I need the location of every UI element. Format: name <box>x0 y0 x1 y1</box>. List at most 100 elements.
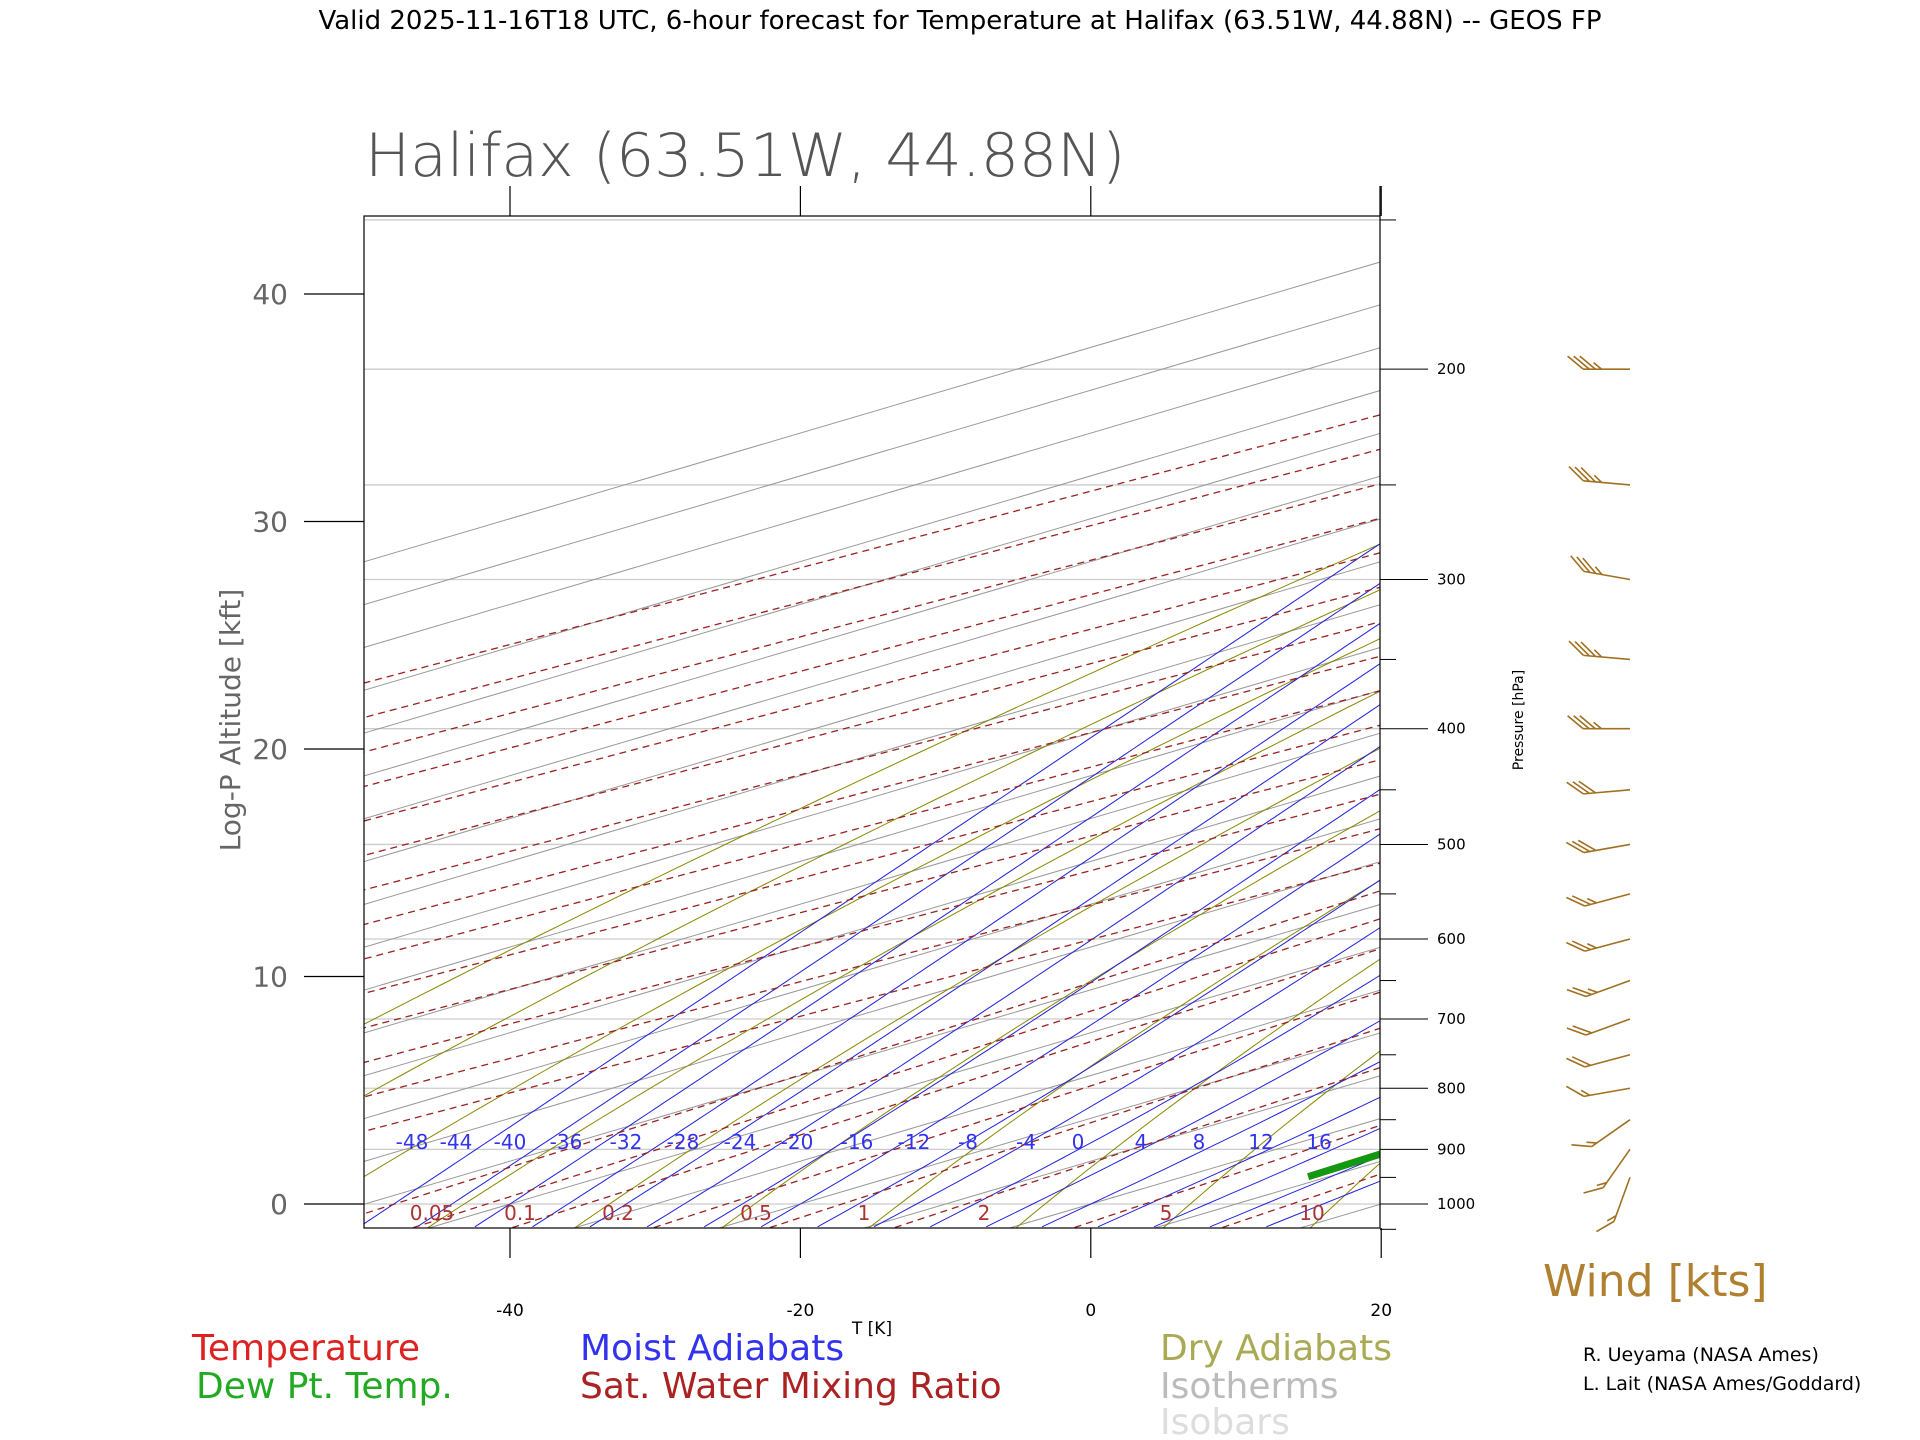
wind-barb <box>1567 355 1630 370</box>
mixing-ratio-line <box>364 414 1380 684</box>
wind-barb <box>1568 465 1631 486</box>
wind-barb-flag <box>1579 355 1596 370</box>
wind-barb-shaft <box>1583 480 1631 486</box>
mixing-ratio-label: 0.05 <box>410 1201 455 1225</box>
wind-barb-flag <box>1583 1186 1604 1194</box>
pressure-tick-label: 1000 <box>1437 1195 1475 1213</box>
wind-barb-flag <box>1574 466 1591 482</box>
pressure-tick-label: 300 <box>1437 570 1466 588</box>
wind-barb <box>1567 715 1630 730</box>
wind-barb-flag <box>1571 1056 1592 1067</box>
mixing-ratio-label: 0.2 <box>602 1201 634 1225</box>
credit-line-1: R. Ueyama (NASA Ames) <box>1583 1344 1819 1366</box>
wind-barb-flag <box>1580 1089 1591 1097</box>
dry-adiabat <box>426 690 1380 1228</box>
wind-barb-flag <box>1573 355 1590 370</box>
moist-adiabat-label: 8 <box>1193 1130 1206 1154</box>
mixing-ratio-line <box>364 793 1380 1064</box>
moist-adiabat <box>1041 1061 1380 1228</box>
mixing-ratio-line <box>364 690 1380 960</box>
mixing-ratio-line <box>364 828 1380 1098</box>
pressure-tick-label: 200 <box>1437 360 1466 378</box>
isotherm-line <box>1434 214 1920 1231</box>
wind-barb-flag <box>1593 474 1603 483</box>
isotherm-line <box>717 1032 1380 1228</box>
wind-barb <box>1566 1054 1631 1068</box>
wind-barb-flag <box>1571 940 1592 951</box>
wind-barb-flag <box>1566 1027 1587 1036</box>
y-tick-label: 20 <box>252 733 288 766</box>
moist-adiabat <box>646 745 1380 1228</box>
wind-barb-shaft <box>1585 979 1631 998</box>
moist-adiabat-label: -4 <box>1016 1130 1036 1154</box>
mixing-ratio-line <box>364 517 1380 788</box>
isotherm-line <box>364 732 1380 1034</box>
dewpoint-line <box>1307 1150 1380 1181</box>
header-title: Valid 2025-11-16T18 UTC, 6-hour forecast… <box>318 6 1601 36</box>
wind-barb-flag <box>1596 1220 1615 1233</box>
wind-barb-flag <box>1571 1144 1592 1148</box>
mixing-ratio-label: 1 <box>858 1201 871 1225</box>
moist-adiabat-label: -12 <box>898 1130 931 1154</box>
wind-barb-flag <box>1593 721 1602 730</box>
mixing-ratio-line <box>650 991 1380 1228</box>
wind-barb-flag <box>1580 467 1597 483</box>
dry-adiabat <box>1896 219 1920 1231</box>
wind-barb-flag <box>1580 641 1597 657</box>
y-tick-label: 0 <box>270 1188 288 1221</box>
isotherm-line <box>364 775 1380 1077</box>
mixing-ratio-line <box>364 621 1380 891</box>
wind-barb-flag <box>1568 465 1584 482</box>
wind-barb-flag <box>1606 1214 1617 1222</box>
wind-barb-flag <box>1596 1181 1607 1187</box>
moist-adiabat <box>589 704 1380 1228</box>
wind-barb-flag <box>1568 640 1584 656</box>
wind-barb <box>1565 839 1631 854</box>
wind-barb-flag <box>1572 781 1590 795</box>
wind-barb-flag <box>1577 839 1597 852</box>
dry-adiabat <box>1015 958 1380 1228</box>
isotherm-line <box>364 689 1380 991</box>
wind-barb-flag <box>1566 1057 1586 1068</box>
moist-adiabat-label: 16 <box>1306 1130 1331 1154</box>
pressure-axis-label: Pressure [hPa] <box>1511 670 1527 770</box>
wind-barb-flag <box>1565 841 1585 854</box>
wind-barb <box>1570 555 1631 581</box>
legend-mixing-ratio: Sat. Water Mixing Ratio <box>580 1366 1002 1407</box>
wind-label: Wind [kts] <box>1543 1256 1768 1307</box>
wind-barb-shaft <box>1584 1054 1631 1068</box>
moist-adiabat <box>1153 1127 1380 1228</box>
isotherm-line <box>1579 214 1920 1231</box>
moist-adiabat-label: -48 <box>396 1130 429 1154</box>
wind-barbs <box>1565 355 1631 1233</box>
pressure-tick-label: 600 <box>1437 930 1466 948</box>
legend-temperature: Temperature <box>191 1328 420 1369</box>
isotherm-line <box>364 647 1380 948</box>
moist-adiabat-label: 0 <box>1072 1130 1085 1154</box>
wind-barb <box>1566 893 1631 907</box>
wind-barb <box>1571 1119 1631 1148</box>
mixing-ratio-line <box>766 1027 1380 1228</box>
dry-adiabat <box>868 879 1380 1228</box>
mixing-ratio-line <box>364 724 1380 995</box>
wind-barb-flag <box>1571 895 1592 906</box>
wind-barb-shaft <box>1584 938 1631 952</box>
wind-barb-flag <box>1594 566 1603 576</box>
wind-barb-shaft <box>1583 570 1631 581</box>
wind-barb <box>1566 938 1631 952</box>
pressure-tick-label: 400 <box>1437 720 1466 738</box>
moist-adiabat-label: 4 <box>1135 1130 1148 1154</box>
pressure-tick-label: 800 <box>1437 1079 1466 1097</box>
dry-adiabat <box>364 638 1380 1178</box>
wind-barb-flag <box>1571 840 1591 853</box>
y-tick-label: 30 <box>252 506 288 539</box>
moist-adiabat-label: -32 <box>610 1130 643 1154</box>
moist-adiabat <box>416 582 1380 1228</box>
background-grid <box>364 214 1920 1231</box>
wind-barb-shaft <box>1591 1119 1631 1148</box>
legend-dewpoint: Dew Pt. Temp. <box>196 1366 453 1407</box>
isotherm-lines <box>364 214 1920 1231</box>
dry-adiabat <box>1162 1050 1380 1228</box>
mixing-ratio-line <box>364 552 1380 822</box>
